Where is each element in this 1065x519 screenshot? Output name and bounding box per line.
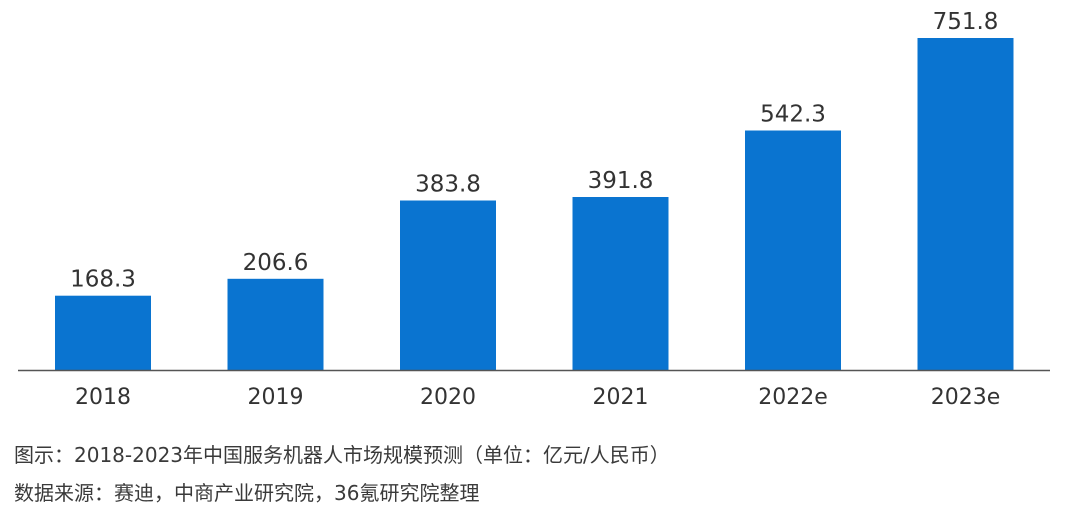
bar-2019 bbox=[227, 278, 324, 370]
x-tick-label-2019: 2019 bbox=[248, 385, 304, 410]
data-label-2019: 206.6 bbox=[243, 250, 309, 276]
chart-caption: 图示：2018-2023年中国服务机器人市场规模预测（单位：亿元/人民币） bbox=[14, 443, 670, 467]
x-tick-label-2020: 2020 bbox=[420, 385, 476, 410]
bar-2023e bbox=[917, 38, 1014, 370]
bar-2018 bbox=[55, 295, 151, 370]
data-label-2021: 391.8 bbox=[588, 168, 654, 194]
bar-2021 bbox=[572, 197, 669, 370]
data-label-2023e: 751.8 bbox=[933, 9, 999, 35]
x-tick-label-2018: 2018 bbox=[75, 385, 131, 410]
x-tick-label-2021: 2021 bbox=[593, 385, 649, 410]
bar-2022e bbox=[745, 130, 841, 370]
data-label-2022e: 542.3 bbox=[760, 102, 826, 128]
x-tick-label-2022e: 2022e bbox=[758, 385, 828, 410]
data-source-note: 数据来源：赛迪，中商产业研究院，36氪研究院整理 bbox=[14, 481, 480, 505]
data-label-2020: 383.8 bbox=[415, 172, 481, 198]
x-tick-label-2023e: 2023e bbox=[931, 385, 1001, 410]
bar-2020 bbox=[400, 200, 496, 370]
data-label-2018: 168.3 bbox=[70, 267, 136, 293]
